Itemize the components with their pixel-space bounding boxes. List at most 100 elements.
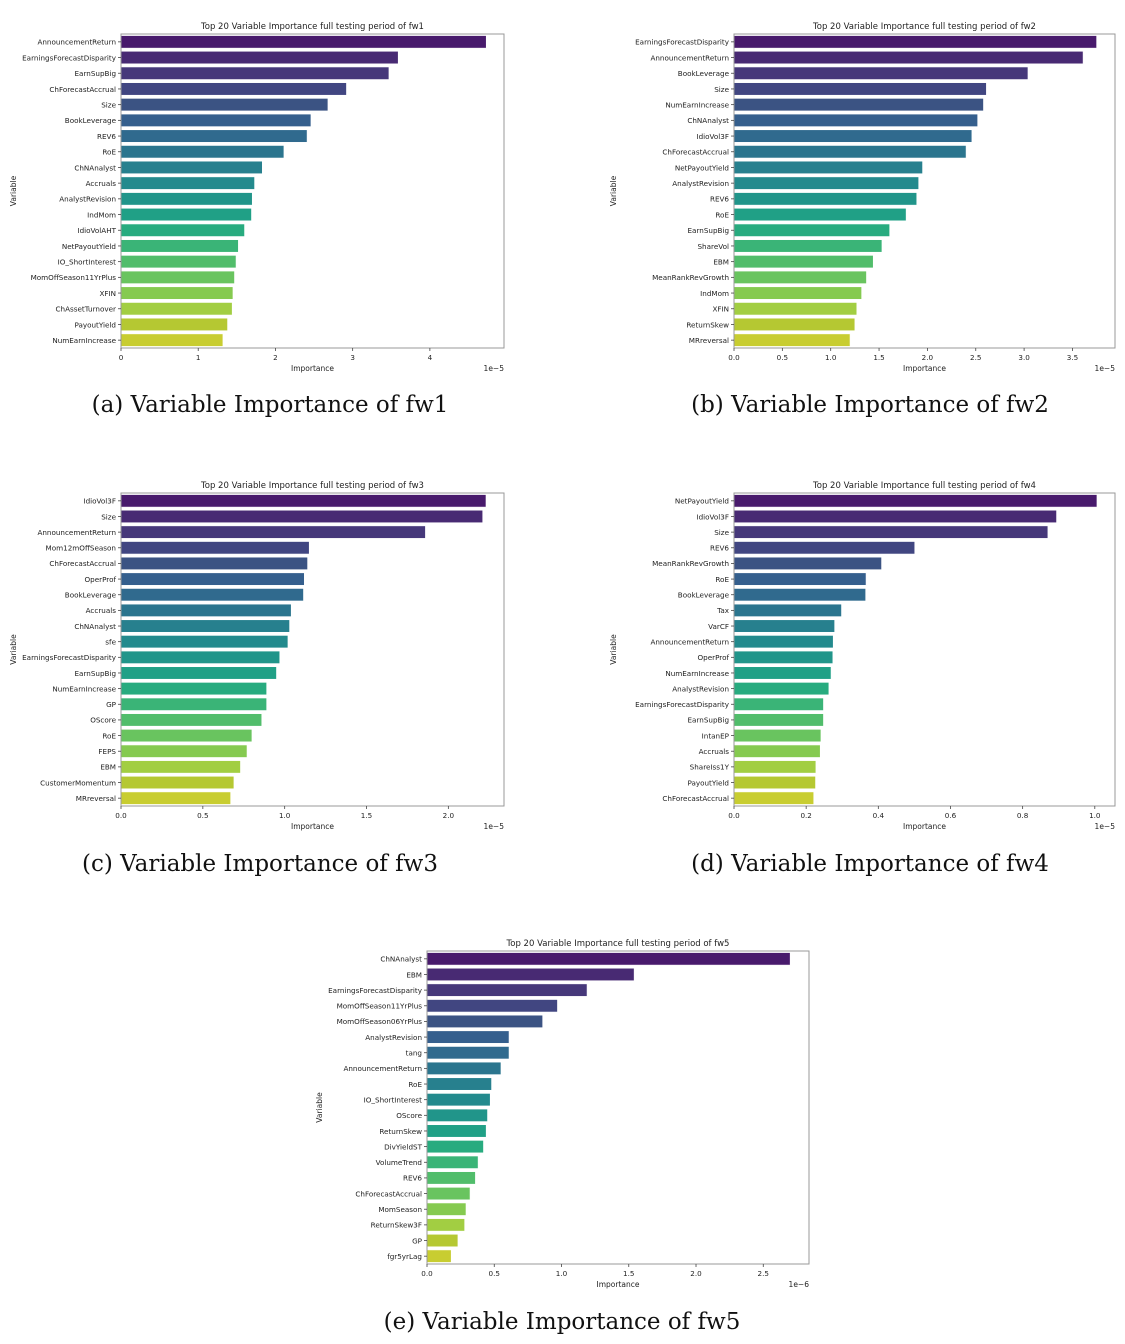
- bar-OScore: [120, 713, 263, 727]
- y-tick-label: IdioVolAHT: [77, 226, 116, 235]
- y-tick-label: IndMom: [700, 289, 729, 298]
- bar-EarningsForecastDisparity: [426, 983, 588, 997]
- plot-frame: [733, 492, 1116, 807]
- bar-IdioVol3F: [733, 509, 1057, 524]
- x-axis-scale-label: 1e−5: [1095, 822, 1116, 831]
- y-tick-label: ChForecastAccrual: [355, 1189, 422, 1198]
- bar-ChForecastAccrual: [733, 791, 815, 805]
- bar-REV6: [733, 541, 916, 555]
- x-tick-label: 2.0: [922, 353, 934, 362]
- plot-frame: [120, 33, 505, 349]
- bar-MomOffSeason11YrPlus: [120, 270, 235, 284]
- bar-RoE: [733, 572, 867, 586]
- x-tick-label: 1.0: [556, 1269, 568, 1278]
- chart-title: Top 20 Variable Importance full testing …: [506, 939, 730, 949]
- y-tick-label: OScore: [396, 1111, 422, 1120]
- y-tick-label: RoE: [102, 148, 116, 157]
- x-tick-label: 0.2: [800, 811, 811, 820]
- y-tick-label: XFIN: [99, 289, 116, 298]
- y-tick-label: NetPayoutYield: [675, 163, 729, 172]
- chart-panel-fw2: Top 20 Variable Importance full testing …: [600, 0, 1125, 380]
- x-tick-label: 0.5: [489, 1269, 500, 1278]
- bar-PayoutYield: [120, 317, 228, 332]
- y-tick-label: NumEarnIncrease: [52, 684, 116, 693]
- y-tick-label: NumEarnIncrease: [665, 100, 729, 109]
- x-tick-label: 0.5: [197, 811, 208, 820]
- y-tick-label: MomOffSeason11YrPlus: [337, 1002, 423, 1011]
- y-tick-label: MeanRankRevGrowth: [652, 559, 729, 568]
- bar-IdioVol3F: [733, 129, 973, 143]
- bar-chart-fw3: Top 20 Variable Importance full testing …: [9, 481, 505, 831]
- y-axis-label: Variable: [9, 175, 18, 206]
- x-tick-label: 2.0: [690, 1269, 702, 1278]
- x-tick-label: 2.5: [970, 353, 981, 362]
- y-tick-label: GP: [412, 1236, 423, 1245]
- bar-Size: [733, 82, 987, 96]
- bar-REV6: [733, 192, 918, 206]
- x-tick-label: 1.5: [623, 1269, 634, 1278]
- x-tick-label: 0: [119, 353, 124, 362]
- y-tick-label: ShareIss1Y: [690, 763, 730, 772]
- x-axis-label: Importance: [903, 822, 946, 831]
- bar-NumEarnIncrease: [120, 682, 267, 696]
- bar-IO_ShortInterest: [120, 255, 237, 269]
- bar-ChNAnalyst: [120, 160, 263, 175]
- x-tick-label: 1.0: [825, 353, 837, 362]
- bars: [120, 494, 487, 805]
- bar-NumEarnIncrease: [733, 666, 832, 680]
- y-tick-label: Accruals: [86, 179, 117, 188]
- x-tick-label: 0.5: [777, 353, 788, 362]
- y-tick-label: BookLeverage: [678, 591, 730, 600]
- bar-AnnouncementReturn: [733, 50, 1084, 65]
- y-tick-label: AnnouncementReturn: [650, 637, 729, 646]
- chart-panel-fw5: Top 20 Variable Importance full testing …: [306, 917, 826, 1297]
- bar-RoE: [120, 145, 285, 159]
- bar-MRreversal: [120, 791, 231, 805]
- y-axis-label: Variable: [609, 634, 618, 665]
- x-axis-scale-label: 1e−6: [789, 1280, 810, 1289]
- y-tick-label: EarningsForecastDisparity: [635, 38, 730, 47]
- bar-EarningsForecastDisparity: [120, 650, 281, 664]
- y-axis-label: Variable: [315, 1092, 324, 1123]
- bar-ChForecastAccrual: [733, 145, 967, 159]
- bar-AnnouncementReturn: [426, 1061, 502, 1075]
- bar-Size: [120, 509, 484, 524]
- chart-title: Top 20 Variable Importance full testing …: [812, 481, 1036, 491]
- bar-MomOffSeason11YrPlus: [426, 999, 558, 1013]
- y-tick-label: ChNAnalyst: [687, 116, 729, 125]
- bar-RoE: [120, 729, 253, 743]
- y-tick-label: IdioVol3F: [83, 497, 116, 506]
- bar-IntanEP: [733, 729, 822, 743]
- y-tick-label: RoE: [102, 731, 116, 740]
- y-tick-label: NetPayoutYield: [62, 242, 116, 251]
- caption-fw4: (d) Variable Importance of fw4: [691, 851, 1049, 877]
- y-tick-label: REV6: [710, 544, 729, 553]
- x-tick-label: 1.0: [1089, 811, 1101, 820]
- y-tick-label: VolumeTrend: [376, 1158, 422, 1167]
- y-tick-label: ChNAnalyst: [380, 955, 422, 964]
- y-tick-label: AnnouncementReturn: [650, 53, 729, 62]
- bar-RoE: [426, 1077, 492, 1091]
- bar-IO_ShortInterest: [426, 1093, 491, 1107]
- y-tick-label: IdioVol3F: [696, 512, 729, 521]
- y-tick-label: IndMom: [87, 210, 116, 219]
- y-tick-label: EBM: [406, 970, 422, 979]
- y-tick-label: NetPayoutYield: [675, 497, 729, 506]
- bar-ReturnSkew3F: [426, 1218, 465, 1232]
- y-tick-label: EarnSupBig: [688, 226, 730, 235]
- y-tick-label: REV6: [710, 195, 729, 204]
- x-axis-label: Importance: [597, 1280, 640, 1289]
- y-tick-label: MomOffSeason11YrPlus: [31, 273, 117, 282]
- y-axis-label: Variable: [609, 175, 618, 206]
- x-tick-label: 4: [428, 353, 433, 362]
- bar-VolumeTrend: [426, 1155, 479, 1169]
- y-tick-label: ReturnSkew: [379, 1127, 422, 1136]
- x-axis-label: Importance: [291, 364, 334, 373]
- bar-EarnSupBig: [120, 66, 390, 80]
- x-tick-label: 0.6: [945, 811, 957, 820]
- y-tick-label: NumEarnIncrease: [52, 336, 116, 345]
- y-tick-label: EarnSupBig: [75, 69, 117, 78]
- bar-chart-fw1: Top 20 Variable Importance full testing …: [9, 22, 505, 373]
- bar-NumEarnIncrease: [733, 98, 984, 112]
- bar-ChNAnalyst: [120, 619, 290, 633]
